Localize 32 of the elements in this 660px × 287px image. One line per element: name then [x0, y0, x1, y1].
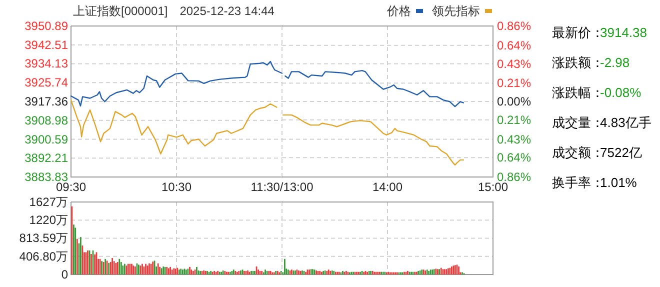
x-tick-label: 14:00 — [372, 180, 403, 194]
y-tick-label: 1220万 — [29, 213, 68, 228]
y-tick-label: 3942.51 — [24, 38, 68, 52]
text: -0.08% — [600, 85, 642, 100]
text: -2.98 — [600, 55, 630, 70]
line-series — [70, 99, 278, 154]
y2-tick-label: 0.64% — [497, 150, 532, 165]
y-tick-label: 1627万 — [29, 195, 68, 209]
chart-title: 上证指数[000001] 2025-12-23 14:44 — [73, 4, 275, 18]
legend-label: 领先指标 — [432, 4, 480, 18]
y-tick-label: 0 — [61, 268, 68, 282]
y2-tick-label: 0.21% — [497, 112, 532, 127]
x-tick-label: 10:30 — [161, 180, 192, 194]
y-tick-label: 3934.13 — [24, 56, 68, 71]
text: 4.83亿手 — [600, 115, 652, 130]
y2-tick-label: 0.86% — [497, 19, 532, 33]
y2-tick-label: 0.64% — [497, 38, 532, 52]
y-tick-label: 406.80万 — [19, 249, 68, 264]
y-tick-label: 3950.89 — [24, 19, 68, 33]
x-tick-label: 11:30/13:00 — [250, 180, 314, 194]
y2-tick-label: 0.43% — [497, 132, 532, 146]
y-tick-label: 3908.98 — [24, 113, 68, 128]
y-tick-label: 3892.21 — [24, 151, 68, 166]
y-tick-label: 3900.59 — [24, 132, 68, 146]
y-tick-label: 813.59万 — [19, 231, 68, 246]
y-tick-label: 3917.36 — [24, 94, 68, 108]
y2-tick-label: 0.00% — [497, 94, 532, 108]
y-tick-label: 3925.74 — [24, 76, 68, 90]
text: 3914.38 — [600, 25, 647, 40]
y2-tick-label: 0.21% — [497, 76, 532, 90]
legend-label: 价格 — [386, 4, 411, 18]
y2-tick-label: 0.43% — [497, 56, 532, 71]
